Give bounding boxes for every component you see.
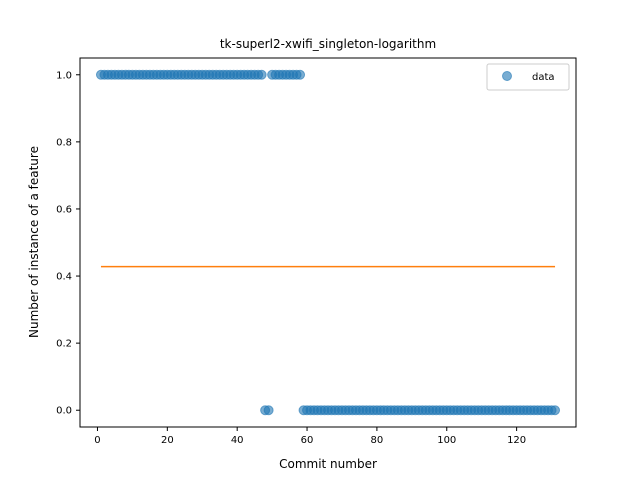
y-tick-label: 0.6 (56, 204, 72, 215)
x-axis-label: Commit number (279, 457, 377, 471)
data-point (256, 69, 267, 80)
x-tick-label: 80 (371, 435, 384, 446)
y-tick-label: 1.0 (56, 70, 72, 81)
axes-frame (79, 57, 577, 428)
legend: data (486, 63, 570, 91)
x-tick-label: 0 (94, 435, 100, 446)
x-tick-label: 60 (301, 435, 314, 446)
data-point (295, 69, 306, 80)
legend-marker-data (502, 71, 512, 81)
data-point (550, 405, 561, 416)
y-axis-label: Number of instance of a feature (27, 146, 41, 338)
x-axis: 0 20 40 60 80 100 120 (94, 427, 526, 446)
x-tick-label: 20 (161, 435, 174, 446)
y-tick-label: 0.0 (56, 406, 72, 417)
data-point (263, 405, 274, 416)
y-tick-label: 0.4 (56, 272, 72, 283)
chart-title: tk-superl2-xwifi_singleton-logarithm (220, 37, 436, 51)
legend-label-data: data (532, 72, 555, 83)
x-tick-label: 100 (437, 435, 456, 446)
x-tick-label: 120 (507, 435, 526, 446)
y-tick-label: 0.8 (56, 137, 72, 148)
y-tick-label: 0.2 (56, 339, 72, 350)
legend-box (486, 63, 570, 91)
plot-area (95, 69, 561, 416)
y-axis: 0.0 0.2 0.4 0.6 0.8 1.0 (56, 70, 80, 417)
x-tick-label: 40 (231, 435, 244, 446)
